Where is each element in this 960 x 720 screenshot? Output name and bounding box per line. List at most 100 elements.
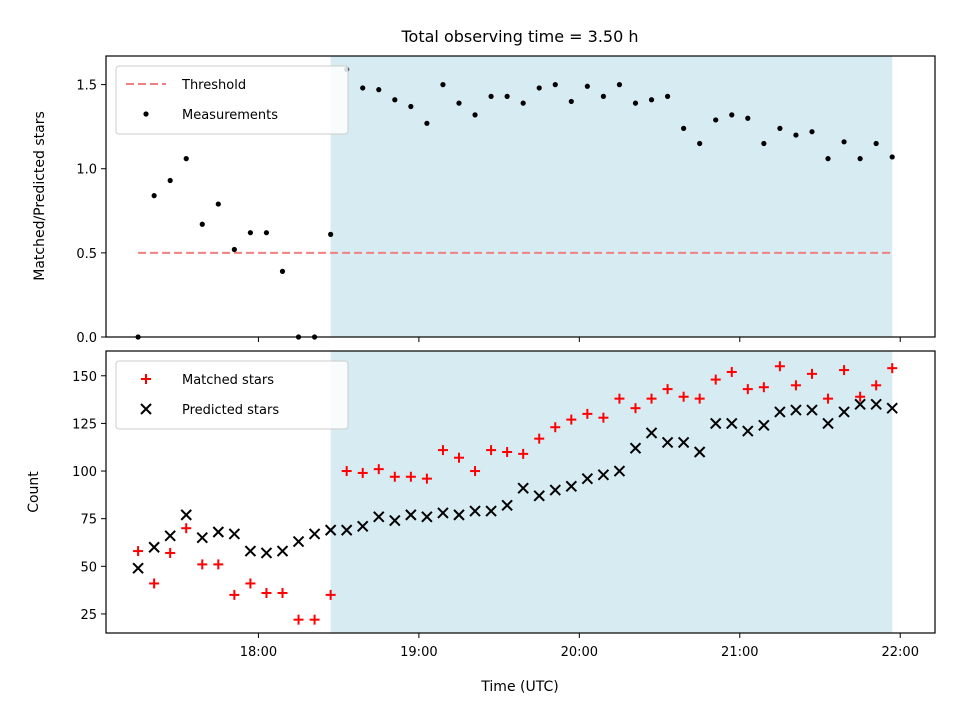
matched-stars-point [823,393,834,404]
matched-stars-point [550,422,561,433]
matched-stars-point [790,380,801,391]
predicted-stars-point [180,509,192,521]
matched-stars-point [245,578,256,589]
predicted-stars-point [838,406,850,418]
matched-stars-point [710,374,721,385]
measurement-point [215,201,221,207]
predicted-stars-point [196,532,208,544]
x-tick-label: 18:00 [240,645,277,660]
predicted-stars-point [710,417,722,430]
measurement-point [504,93,510,99]
measurement-point [648,97,655,103]
predicted-stars-point [437,507,449,519]
predicted-stars-point [501,499,513,512]
top-y-axis-label: Matched/Predicted stars [32,111,48,281]
measurement-point [713,117,719,123]
measurement-point [167,177,173,184]
measurement-point [456,100,462,106]
measurement-point [183,156,189,162]
predicted-stars-point [774,406,786,418]
measurement-point [231,246,237,253]
measurement-point [536,85,542,91]
predicted-stars-point [389,514,401,527]
predicted-stars-point [148,541,160,553]
predicted-stars-point [228,528,241,540]
matched-stars-point [774,361,785,372]
predicted-stars-point [806,404,818,416]
predicted-stars-point [870,398,882,411]
predicted-stars-point [164,530,176,542]
matched-stars-point [887,363,898,374]
matched-stars-point [726,366,737,377]
measurement-point [360,85,366,91]
matched-stars-point [598,412,609,423]
predicted-stars-point [661,436,674,449]
measurement-point [584,83,590,89]
measurement-point [745,115,751,121]
legend-matched-swatch [141,374,151,384]
measurement-point [664,93,671,99]
predicted-stars-point [645,427,658,439]
predicted-stars-point [260,547,273,559]
predicted-stars-point [533,490,545,502]
y-tick-label: 0.5 [76,247,97,262]
matched-stars-point [181,523,192,534]
legend-label: Measurements [182,108,278,123]
matched-stars-point [662,384,673,395]
predicted-stars-point [244,545,257,557]
matched-stars-point [213,559,224,570]
x-tick-label: 21:00 [721,645,758,660]
matched-stars-point [614,393,625,404]
predicted-stars-point [629,442,642,454]
predicted-stars-point [742,425,754,437]
x-tick-label: 19:00 [400,645,437,660]
top-panel: 0.0 0.5 1.0 1.5 Threshold Measurements [76,55,936,346]
predicted-stars-point [485,505,497,517]
legend-measurement-swatch [143,111,149,117]
matched-stars-point [165,547,176,558]
matched-stars-point [437,445,448,456]
predicted-stars-point [517,482,529,494]
measurement-point [568,98,574,105]
measurement-point [777,125,783,131]
legend-predicted-swatch [140,403,152,415]
measurement-point [488,93,494,99]
matched-stars-point [742,384,753,395]
measurement-point [873,140,879,147]
legend-label: Predicted stars [182,403,279,418]
matched-stars-point [806,368,817,379]
predicted-stars-point [324,524,337,536]
legend: Matched stars Predicted stars [115,360,349,430]
matched-stars-point [421,473,432,484]
matched-stars-point [357,467,368,478]
measurement-point [440,82,446,88]
matched-stars-point [646,393,657,404]
predicted-stars-point [373,511,385,523]
predicted-stars-point [453,509,465,521]
legend-label: Threshold [181,78,246,93]
matched-stars-point [758,382,769,393]
legend-label: Matched stars [182,373,274,388]
observing-window-region [330,56,893,337]
matched-stars-point [518,448,529,459]
matched-stars-point [341,466,352,477]
legend-box [115,65,349,135]
bottom-panel: 25 50 75 100 125 150 18:00 19:00 20:00 21:00 22:00… [72,350,936,660]
matched-stars-point [309,614,320,625]
y-tick-label: 0.0 [76,331,97,346]
measurement-point [793,132,799,138]
x-tick-label: 22:00 [882,645,919,660]
measurement-point [632,100,639,106]
predicted-stars-point [292,535,305,548]
matched-stars-point [261,587,272,598]
top-plot-frame [105,55,936,338]
matched-stars-point [453,452,464,463]
matched-stars-point [582,408,593,419]
y-tick-label: 50 [80,560,97,575]
matched-stars-point [149,578,160,589]
measurement-point [376,87,382,93]
matched-stars-point [839,365,850,376]
matched-stars-point [534,433,545,444]
matched-stars-point [277,587,288,598]
matched-stars-point [566,414,577,425]
